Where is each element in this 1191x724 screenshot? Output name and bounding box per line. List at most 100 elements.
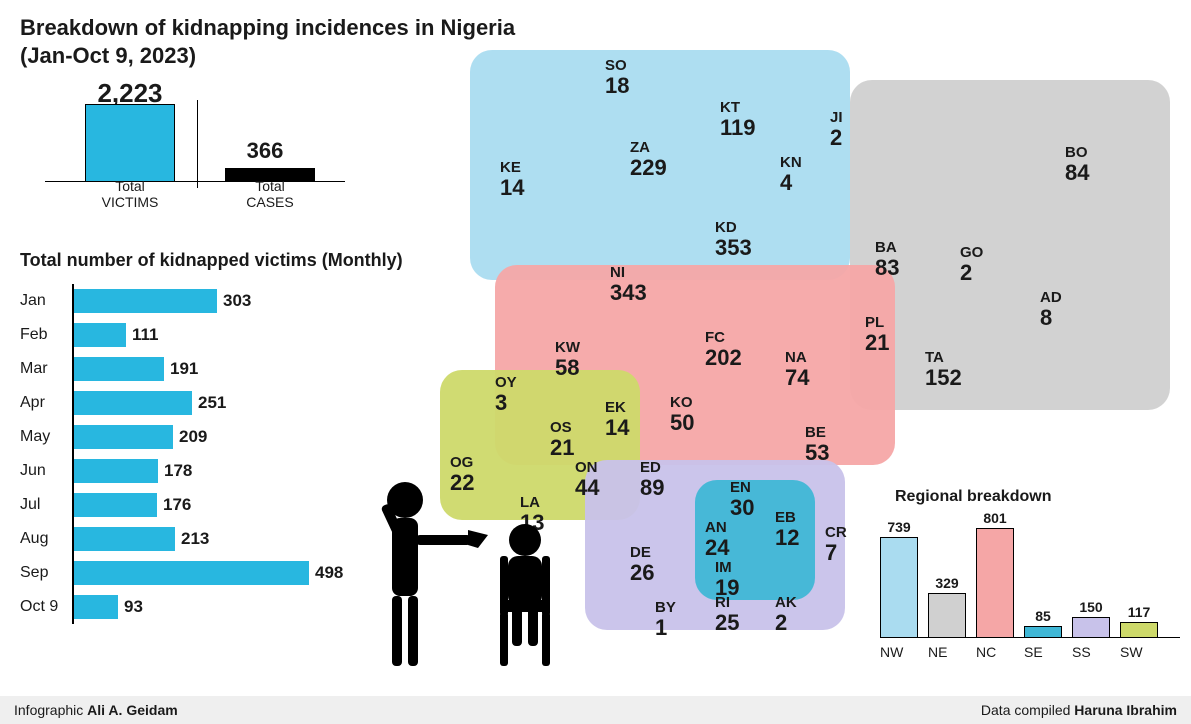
- state-value: 25: [715, 611, 739, 634]
- monthly-label: Apr: [20, 394, 72, 412]
- state-value: 4: [780, 171, 802, 194]
- state-label: AK2: [775, 595, 797, 634]
- state-code: AD: [1040, 290, 1062, 306]
- monthly-value: 251: [198, 393, 226, 413]
- region-bar: [880, 537, 918, 638]
- monthly-row: Feb111: [20, 318, 360, 352]
- state-label: TA152: [925, 350, 962, 389]
- monthly-title: Total number of kidnapped victims (Month…: [20, 250, 403, 271]
- state-code: NI: [610, 265, 647, 281]
- state-label: KW58: [555, 340, 580, 379]
- monthly-label: Jul: [20, 496, 72, 514]
- region-bar: [928, 593, 966, 638]
- state-label: KO50: [670, 395, 694, 434]
- state-code: OY: [495, 375, 517, 391]
- monthly-value: 176: [163, 495, 191, 515]
- monthly-label: Oct 9: [20, 598, 72, 616]
- monthly-value: 498: [315, 563, 343, 583]
- state-code: FC: [705, 330, 742, 346]
- monthly-value: 213: [181, 529, 209, 549]
- state-code: OG: [450, 455, 474, 471]
- state-code: EK: [605, 400, 629, 416]
- region-bar: [1120, 622, 1158, 638]
- state-value: 152: [925, 366, 962, 389]
- state-code: ED: [640, 460, 664, 476]
- state-value: 26: [630, 561, 654, 584]
- state-code: NA: [785, 350, 809, 366]
- state-label: BO84: [1065, 145, 1089, 184]
- region-value: 85: [1024, 608, 1062, 624]
- state-code: AN: [705, 520, 729, 536]
- monthly-row: Oct 993: [20, 590, 360, 624]
- state-value: 83: [875, 256, 899, 279]
- state-value: 1: [655, 616, 676, 639]
- monthly-row: Jun178: [20, 454, 360, 488]
- state-value: 3: [495, 391, 517, 414]
- title-line-1: Breakdown of kidnapping incidences in Ni…: [20, 15, 515, 40]
- kidnapper-icon: [350, 470, 580, 690]
- state-code: KE: [500, 160, 524, 176]
- state-value: 202: [705, 346, 742, 369]
- state-label: FC202: [705, 330, 742, 369]
- monthly-value: 178: [164, 461, 192, 481]
- region-col: 150: [1072, 599, 1110, 638]
- state-value: 30: [730, 496, 754, 519]
- summary-cases-value: 366: [215, 138, 315, 164]
- state-label: NA74: [785, 350, 809, 389]
- state-code: AK: [775, 595, 797, 611]
- state-label: IM19: [715, 560, 739, 599]
- footer-right: Data compiled Haruna Ibrahim: [981, 702, 1177, 718]
- state-label: DE26: [630, 545, 654, 584]
- state-label: OY3: [495, 375, 517, 414]
- state-value: 2: [960, 261, 983, 284]
- monthly-bar: [74, 459, 158, 483]
- state-code: ZA: [630, 140, 667, 156]
- title-line-2: (Jan-Oct 9, 2023): [20, 43, 196, 68]
- state-value: 14: [605, 416, 629, 439]
- summary-cases-label: Total CASES: [220, 179, 320, 210]
- monthly-value: 191: [170, 359, 198, 379]
- state-value: 2: [830, 126, 843, 149]
- monthly-bar: [74, 527, 175, 551]
- region-chart: 739NW329NE801NC85SE150SS117SW: [880, 510, 1180, 660]
- state-code: DE: [630, 545, 654, 561]
- state-code: EB: [775, 510, 799, 526]
- state-code: KN: [780, 155, 802, 171]
- state-value: 53: [805, 441, 829, 464]
- state-label: BY1: [655, 600, 676, 639]
- state-label: ZA229: [630, 140, 667, 179]
- state-value: 74: [785, 366, 809, 389]
- monthly-row: Sep498: [20, 556, 360, 590]
- state-label: OS21: [550, 420, 574, 459]
- region-bar: [976, 528, 1014, 638]
- region-label: SS: [1072, 644, 1110, 660]
- state-code: JI: [830, 110, 843, 126]
- footer: Infographic Ali A. Geidam Data compiled …: [0, 696, 1191, 724]
- monthly-value: 209: [179, 427, 207, 447]
- state-value: 19: [715, 576, 739, 599]
- summary-victims-bar: [85, 104, 175, 182]
- state-value: 12: [775, 526, 799, 549]
- region-col: 117: [1120, 604, 1158, 638]
- region-label: SE: [1024, 644, 1062, 660]
- state-code: KT: [720, 100, 756, 116]
- state-label: EK14: [605, 400, 629, 439]
- state-label: BA83: [875, 240, 899, 279]
- state-value: 353: [715, 236, 752, 259]
- state-value: 2: [775, 611, 797, 634]
- monthly-row: Jan303: [20, 284, 360, 318]
- monthly-bar: [74, 595, 118, 619]
- region-label: NE: [928, 644, 966, 660]
- footer-left: Infographic Ali A. Geidam: [14, 702, 178, 718]
- state-label: GO2: [960, 245, 983, 284]
- state-label: NI343: [610, 265, 647, 304]
- state-code: EN: [730, 480, 754, 496]
- region-value: 739: [880, 519, 918, 535]
- state-label: PL21: [865, 315, 889, 354]
- state-label: SO18: [605, 58, 629, 97]
- monthly-value: 303: [223, 291, 251, 311]
- monthly-row: Aug213: [20, 522, 360, 556]
- state-label: AD8: [1040, 290, 1062, 329]
- monthly-row: May209: [20, 420, 360, 454]
- monthly-label: Mar: [20, 360, 72, 378]
